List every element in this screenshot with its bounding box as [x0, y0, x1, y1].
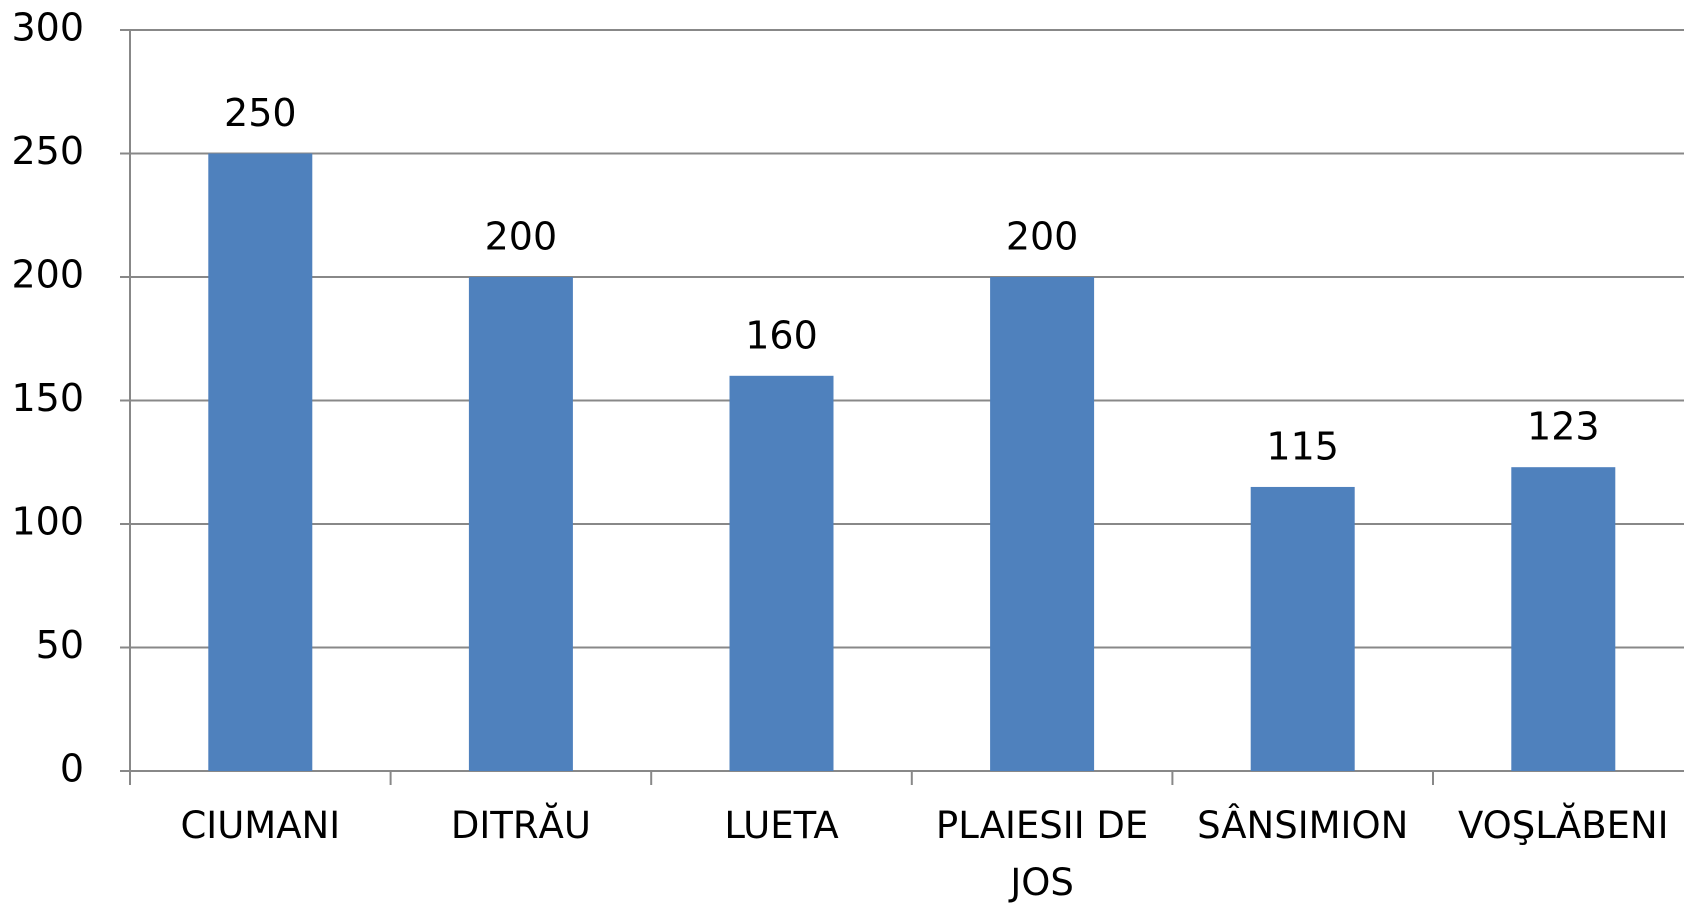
- data-label: 250: [224, 91, 297, 135]
- y-tick-label: 0: [60, 747, 84, 791]
- bar: [990, 277, 1095, 771]
- data-label: 200: [485, 215, 558, 259]
- bar: [1250, 486, 1355, 771]
- data-label: 160: [745, 313, 818, 357]
- y-tick-label: 50: [36, 623, 84, 667]
- x-tick-label: VOŞLĂBENI: [1458, 804, 1669, 847]
- y-tick-label: 150: [11, 376, 84, 420]
- bar: [468, 277, 573, 771]
- y-tick-label: 250: [11, 129, 84, 173]
- bar: [208, 153, 313, 771]
- bar: [729, 375, 834, 771]
- x-tick-label: DITRĂU: [450, 804, 591, 847]
- x-tick-label: SÂNSIMION: [1197, 804, 1409, 847]
- x-tick-label: LUETA: [724, 804, 839, 847]
- x-tick-label: CIUMANI: [180, 804, 341, 847]
- data-label: 115: [1266, 424, 1339, 468]
- x-tick-label: PLAIESII DE JOS: [935, 804, 1149, 904]
- y-tick-label: 100: [11, 500, 84, 544]
- data-label: 200: [1006, 215, 1079, 259]
- y-tick-label: 200: [11, 253, 84, 297]
- y-tick-label: 300: [11, 6, 84, 50]
- bar: [1511, 467, 1616, 771]
- data-label: 123: [1527, 405, 1600, 449]
